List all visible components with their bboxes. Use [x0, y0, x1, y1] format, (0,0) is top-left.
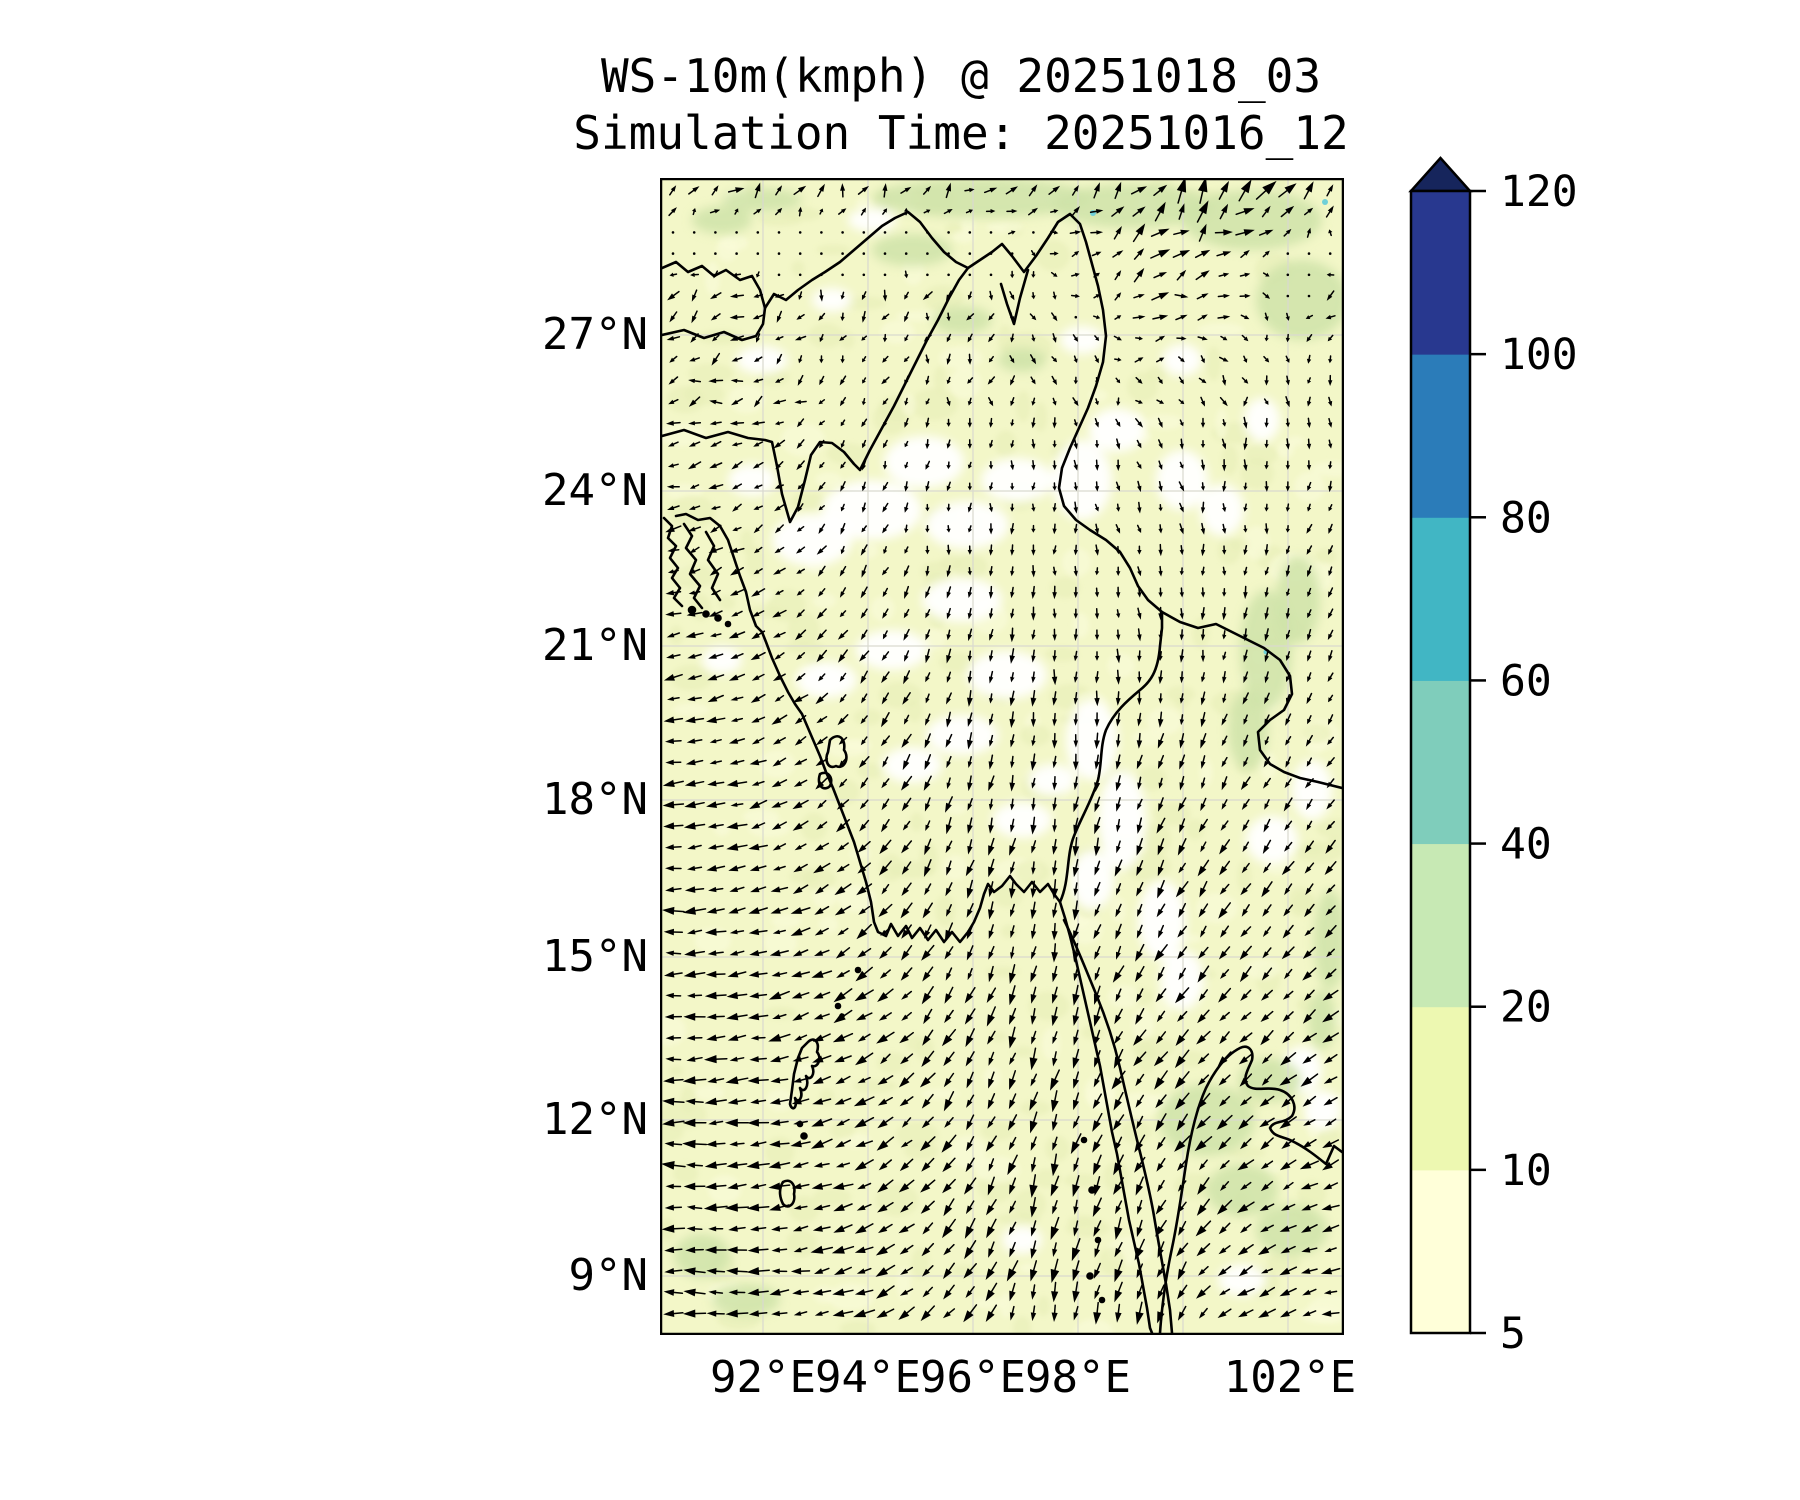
lat-tick-label: 21°N: [542, 620, 648, 671]
colorbar-tick-label: 100: [1500, 330, 1578, 380]
map-frame: [660, 178, 1344, 1335]
lat-tick-label: 15°N: [542, 931, 648, 982]
lat-tick-label: 24°N: [542, 465, 648, 516]
colorbar-segment: [1411, 1169, 1470, 1334]
lat-tick-label: 9°N: [568, 1250, 648, 1301]
coastlines-and-borders: [662, 210, 1342, 1333]
colorbar-tick-label: 80: [1500, 493, 1552, 543]
lon-tick-label: 96°E: [920, 1352, 1026, 1403]
lat-tick-label: 18°N: [542, 774, 648, 825]
lat-tick-label: 12°N: [542, 1094, 648, 1145]
colorbar-segment: [1411, 517, 1470, 681]
colorbar: 120 100 80 60 40 20 10 5: [1408, 156, 1578, 1359]
colorbar-outline: [1409, 189, 1472, 1335]
high-speed-speck: [1322, 199, 1328, 205]
chart-title-block: WS-10m(kmph) @ 20251018_03 Simulation Ti…: [261, 48, 1661, 162]
colorbar-tick-label: 20: [1500, 983, 1552, 1033]
chart-title: WS-10m(kmph) @ 20251018_03: [600, 49, 1322, 103]
colorbar-tick-label: 120: [1500, 167, 1578, 217]
chart-subtitle: Simulation Time: 20251016_12: [573, 106, 1349, 160]
colorbar-segment: [1411, 1006, 1470, 1171]
colorbar-segment: [1411, 191, 1470, 355]
lon-tick-label: 98°E: [1025, 1352, 1131, 1403]
map-plot-area: [660, 178, 1344, 1335]
colorbar-tick-label: 10: [1500, 1146, 1552, 1196]
colorbar-tick-label: 40: [1500, 820, 1552, 870]
colorbar-extend-triangle: [1408, 156, 1473, 193]
lat-tick-label: 27°N: [542, 309, 648, 360]
lon-tick-label: 102°E: [1223, 1352, 1357, 1403]
colorbar-segment: [1411, 843, 1470, 1008]
colorbar-tick-label: 5: [1500, 1309, 1526, 1359]
wind-vector-shafts: [668, 187, 1341, 1316]
lon-tick-label: 92°E: [710, 1352, 816, 1403]
lon-tick-label: 94°E: [815, 1352, 921, 1403]
colorbar-tick-label: 60: [1500, 656, 1552, 706]
graticule: [662, 180, 1342, 1333]
colorbar-segment: [1411, 680, 1470, 845]
colorbar-segment: [1411, 354, 1470, 518]
